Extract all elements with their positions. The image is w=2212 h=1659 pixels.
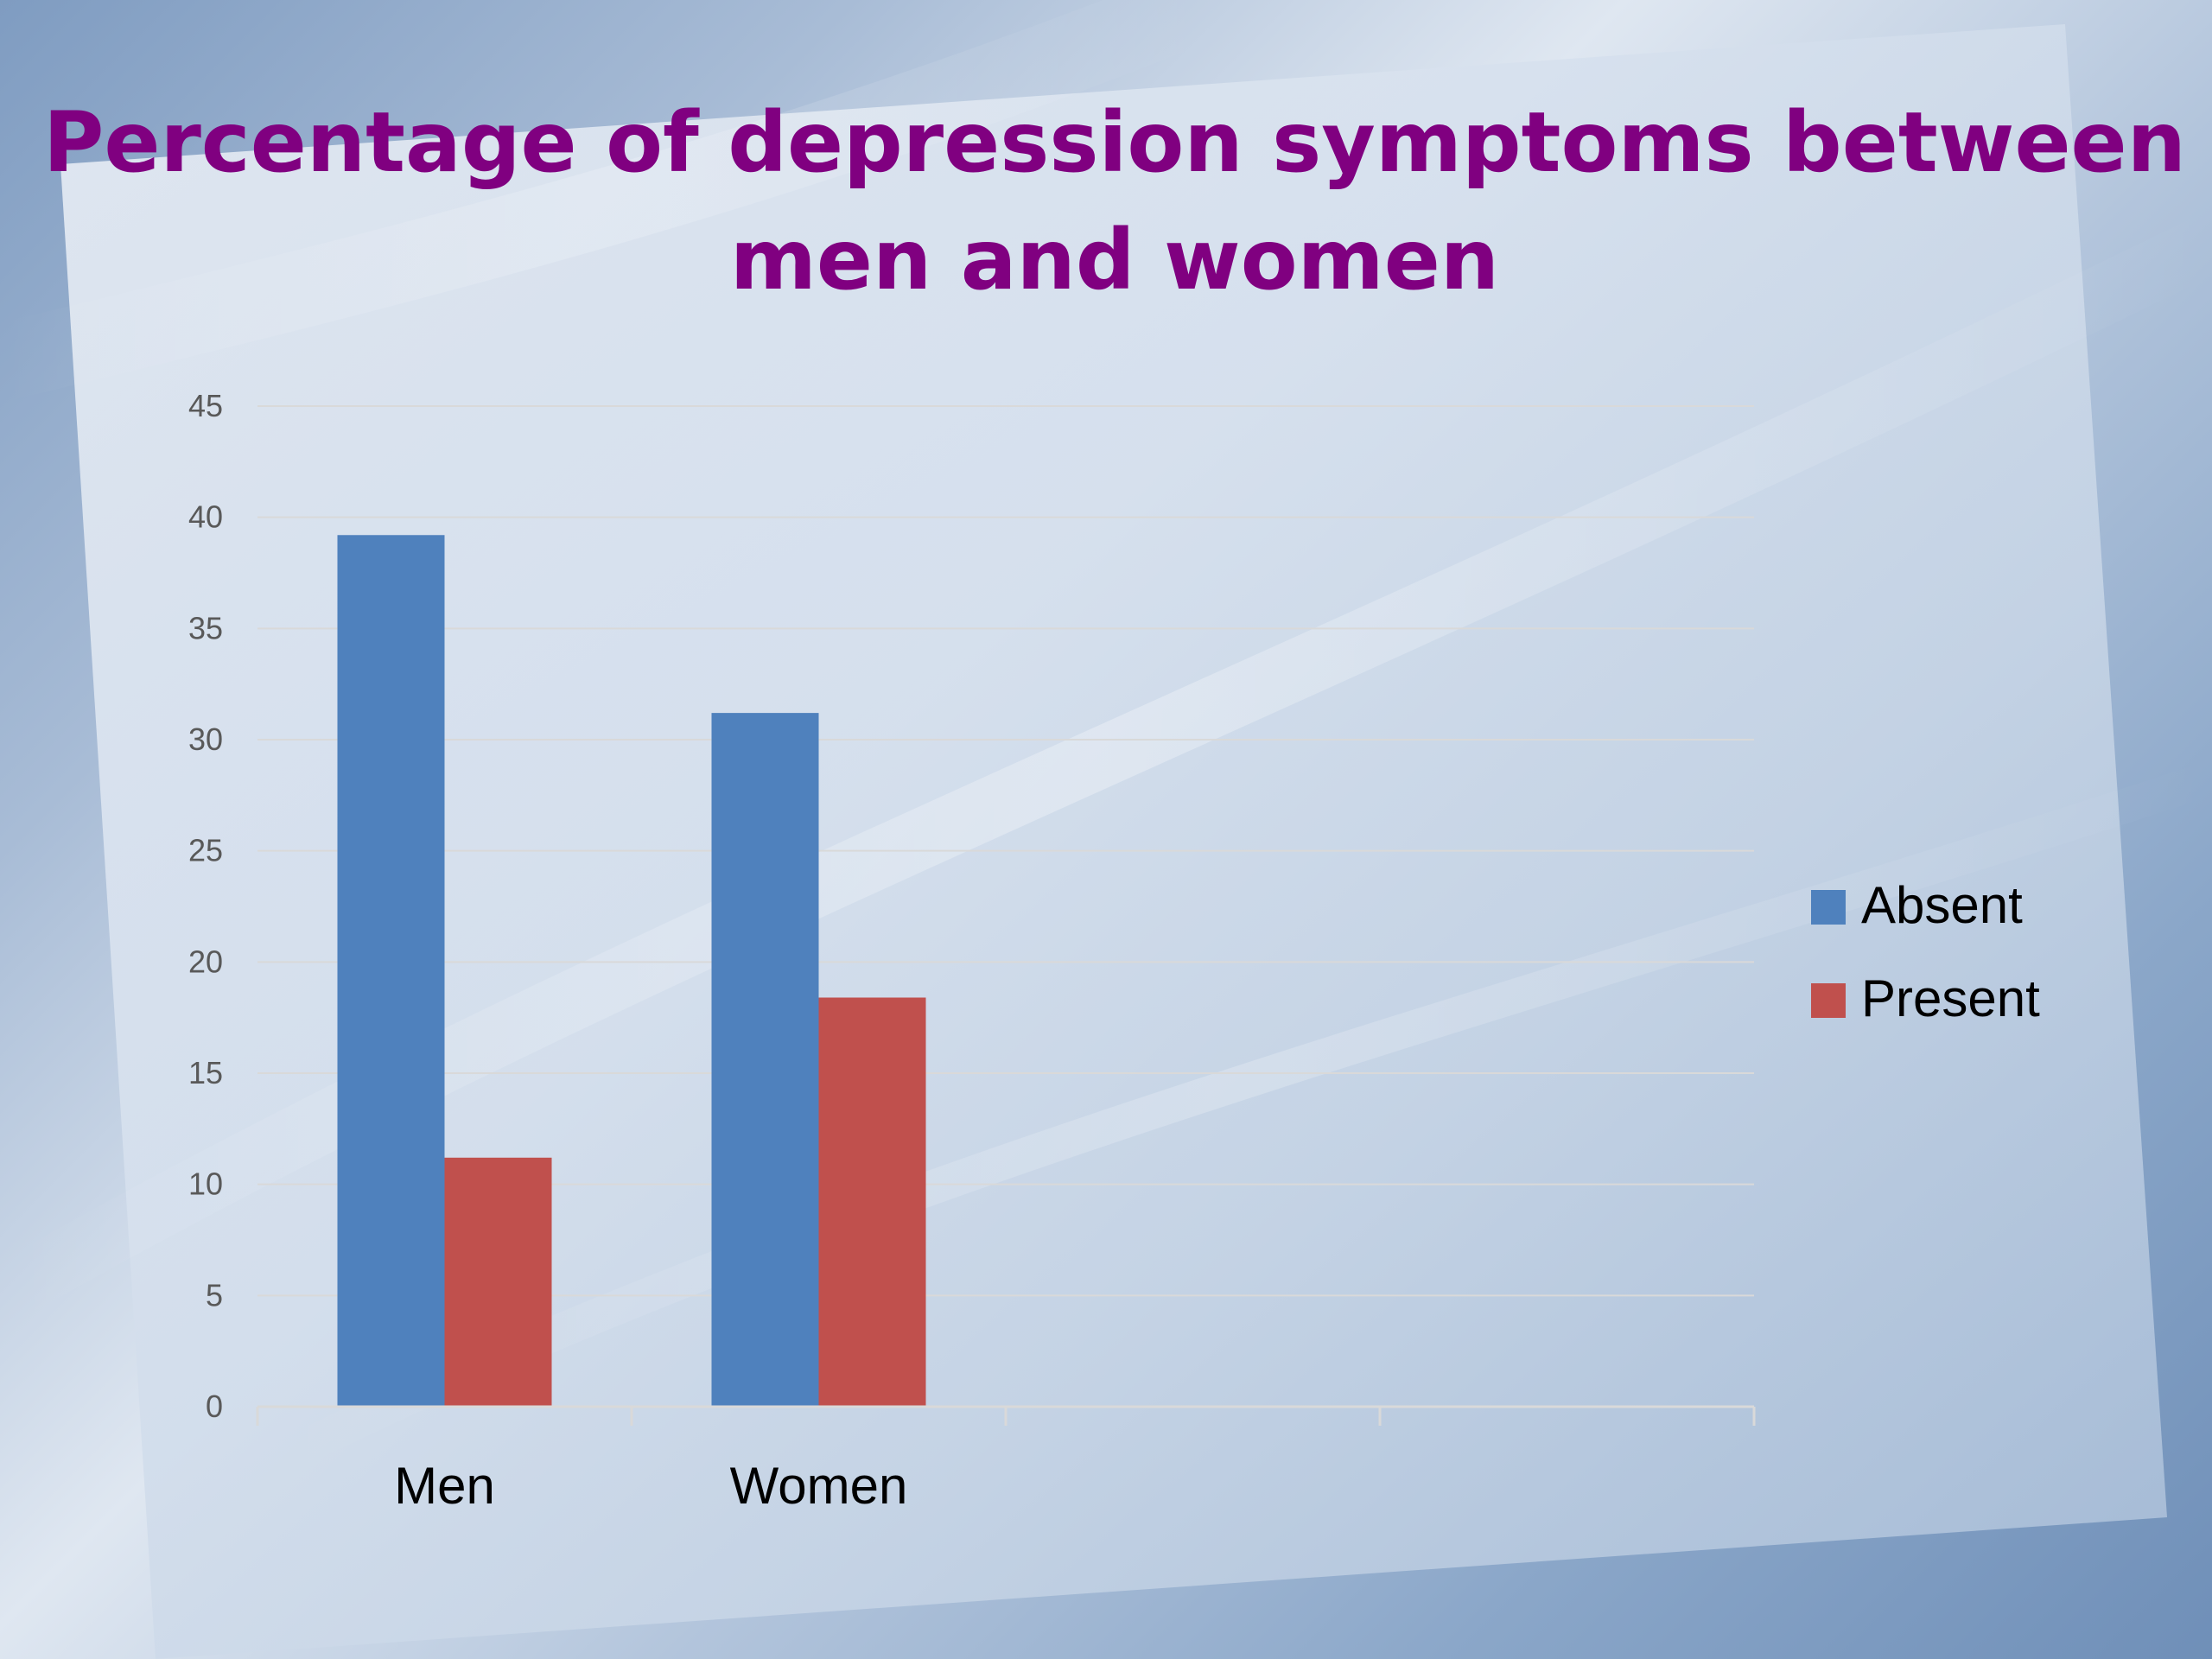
chart-title-line-1: Percentage of depression symptoms betwee…: [43, 94, 2186, 191]
legend-swatch-absent: [1811, 890, 1846, 925]
bar-present-men: [444, 1157, 552, 1407]
legend-label-present: Present: [1861, 969, 2040, 1027]
y-axis-ticks: 0 5 10 15 20 25 30 35 40 45: [188, 388, 223, 1424]
bar-absent-men: [337, 535, 445, 1407]
y-tick-label: 20: [188, 944, 223, 979]
y-tick-label: 5: [206, 1277, 223, 1313]
light-streak: [0, 0, 1224, 401]
gridlines: [257, 405, 1754, 1297]
y-tick-label: 10: [188, 1166, 223, 1202]
legend-swatch-present: [1811, 983, 1846, 1018]
legend-label-absent: Absent: [1861, 876, 2023, 934]
x-category-label: Men: [394, 1457, 495, 1515]
bars: [337, 535, 926, 1407]
y-tick-label: 40: [188, 499, 223, 535]
y-tick-label: 25: [188, 833, 223, 868]
y-tick-label: 30: [188, 721, 223, 757]
bar-absent-women: [711, 713, 819, 1407]
x-category-label: Women: [730, 1457, 908, 1515]
y-tick-label: 0: [206, 1389, 223, 1424]
tilted-panel: [60, 24, 2167, 1659]
x-axis: Men Women: [256, 1405, 1756, 1515]
y-tick-label: 35: [188, 610, 223, 645]
legend: Absent Present: [1811, 876, 2040, 1027]
bar-present-women: [818, 997, 926, 1407]
chart-title-line-2: men and women: [730, 212, 1499, 308]
y-tick-label: 15: [188, 1055, 223, 1090]
light-streak: [0, 214, 2212, 1323]
y-tick-label: 45: [188, 388, 223, 423]
